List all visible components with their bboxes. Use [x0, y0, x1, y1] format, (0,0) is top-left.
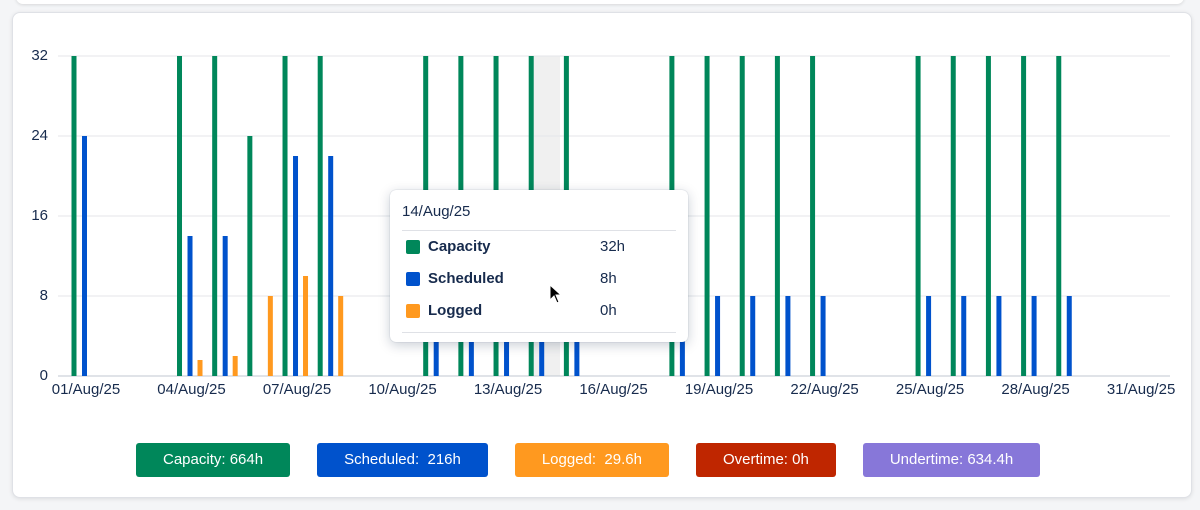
summary-pill: Capacity: 664h: [136, 443, 291, 477]
bar: [247, 136, 253, 376]
bar: [282, 56, 288, 376]
y-tick-label: 8: [40, 287, 48, 304]
summary-pills: Capacity: 664h Scheduled: 216h Logged: 29.…: [136, 443, 1041, 477]
bar: [82, 136, 87, 376]
tooltip-swatch: [406, 304, 420, 318]
y-tick-label: 0: [40, 367, 48, 384]
bar: [71, 56, 77, 376]
tooltip: 14/Aug/25 Capacity 32h Scheduled 8h Logged 0h: [390, 190, 688, 342]
summary-pill: Logged: 29.6h: [514, 443, 669, 477]
bar: [810, 56, 816, 376]
bar: [1031, 296, 1037, 376]
bar: [750, 296, 756, 376]
tooltip-value: 32h: [600, 238, 626, 255]
tooltip-rows: Capacity 32h Scheduled 8h Logged 0h: [402, 231, 676, 333]
tooltip-series-name: Scheduled: [428, 270, 504, 287]
card-above: [16, 0, 1184, 4]
bar: [985, 56, 991, 376]
tooltip-series-name: Capacity: [428, 238, 491, 255]
bar: [1056, 56, 1062, 376]
bar: [303, 276, 309, 376]
bar: [820, 296, 826, 376]
bar: [785, 296, 791, 376]
x-tick-label: 31/Aug/25: [1107, 381, 1175, 398]
bar: [267, 296, 273, 376]
tooltip-series-name: Logged: [428, 302, 483, 319]
bar: [177, 56, 183, 376]
x-tick-label: 13/Aug/25: [474, 381, 542, 398]
y-tick-label: 32: [31, 47, 48, 64]
x-tick-label: 16/Aug/25: [579, 381, 647, 398]
x-tick-label: 10/Aug/25: [368, 381, 436, 398]
bar: [1021, 56, 1027, 376]
tooltip-swatch: [406, 272, 420, 286]
bar: [950, 56, 956, 376]
bar: [232, 356, 238, 376]
tooltip-row: Capacity 32h: [402, 231, 676, 263]
bar: [293, 156, 299, 376]
bar: [739, 56, 745, 376]
bar: [926, 296, 932, 376]
bar: [961, 296, 967, 376]
x-tick-label: 04/Aug/25: [157, 381, 225, 398]
bar: [338, 296, 344, 376]
summary-pill: Scheduled: 216h: [317, 443, 488, 477]
x-tick-label: 01/Aug/25: [52, 381, 120, 398]
tooltip-title: 14/Aug/25: [402, 190, 676, 231]
bar: [774, 56, 780, 376]
bar: [1066, 296, 1072, 376]
x-tick-label: 22/Aug/25: [790, 381, 858, 398]
tooltip-swatch: [406, 240, 420, 254]
bar: [212, 56, 218, 376]
bar: [996, 296, 1002, 376]
tooltip-row: Logged 0h: [402, 295, 676, 327]
bar: [715, 296, 721, 376]
bar: [222, 236, 228, 376]
bar: [704, 56, 710, 376]
x-tick-label: 25/Aug/25: [896, 381, 964, 398]
bar: [915, 56, 921, 376]
tooltip-value: 8h: [600, 270, 617, 287]
x-tick-label: 07/Aug/25: [263, 381, 331, 398]
y-tick-label: 16: [31, 207, 48, 224]
bar: [328, 156, 334, 376]
tooltip-value: 0h: [600, 302, 617, 319]
y-tick-label: 24: [31, 127, 48, 144]
summary-pill: Undertime: 634.4h: [862, 443, 1041, 477]
x-tick-label: 28/Aug/25: [1001, 381, 1069, 398]
x-tick-label: 19/Aug/25: [685, 381, 753, 398]
bar: [317, 56, 323, 376]
bar: [197, 360, 203, 376]
summary-pill: Overtime: 0h: [695, 443, 836, 477]
bar: [187, 236, 193, 376]
tooltip-row: Scheduled 8h: [402, 263, 676, 295]
